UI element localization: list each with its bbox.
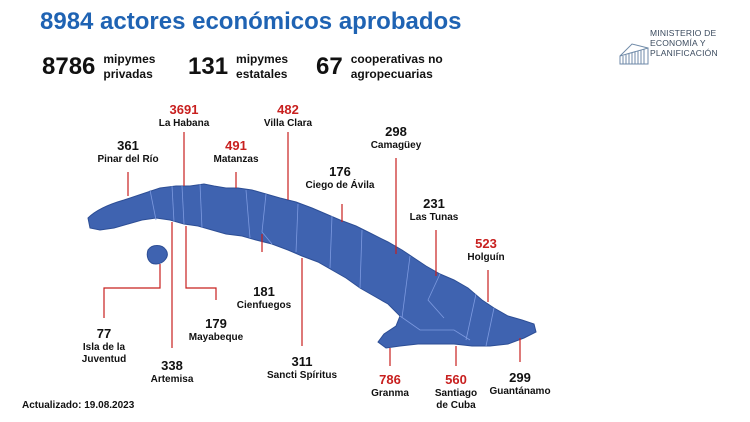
province-name: Matanzas (213, 154, 259, 165)
page-title: 8984 actores económicos aprobados (40, 8, 462, 35)
province-name: Las Tunas (409, 212, 459, 223)
province-name: Villa Clara (263, 118, 313, 129)
province-name: Guantánamo (489, 386, 551, 397)
cuba-island (87, 183, 537, 349)
province-value: 231 (423, 196, 445, 211)
province-name-line2: de Cuba (436, 400, 476, 411)
province-name: Cienfuegos (236, 300, 292, 311)
province-name: Sancti Spíritus (266, 370, 338, 381)
province-granma: 786 Granma (371, 372, 409, 400)
province-value: 77 (96, 326, 112, 341)
province-matanzas: 491 Matanzas (213, 138, 258, 166)
province-value: 491 (225, 138, 247, 153)
province-value: 786 (379, 372, 401, 387)
province-las-tunas: 231 Las Tunas (410, 196, 459, 224)
province-name: Santiago (434, 388, 478, 399)
leader-mayabeque (185, 226, 217, 300)
summary-state: 131 mipymes estatales (188, 52, 288, 82)
province-cienfuegos: 181 Cienfuegos (237, 284, 291, 312)
summary-label: mipymes privadas (103, 52, 156, 81)
province-name: Ciego de Ávila (305, 180, 375, 191)
province-value: 482 (277, 102, 299, 117)
province-camaguey: 298 Camagüey (371, 124, 422, 152)
summary-value: 67 (316, 53, 343, 80)
province-name: Granma (371, 388, 409, 399)
province-pinar-del-rio: 361 Pinar del Río (97, 138, 158, 166)
province-value: 311 (291, 354, 313, 369)
province-value: 299 (509, 370, 531, 385)
province-artemisa: 338 Artemisa (151, 358, 194, 386)
ministry-logo-icon (619, 43, 649, 65)
province-guantanamo: 299 Guantánamo (489, 370, 550, 398)
province-value: 176 (329, 164, 351, 179)
province-value: 560 (445, 372, 467, 387)
province-name-line2: Juventud (81, 354, 127, 365)
province-name: Artemisa (150, 374, 194, 385)
province-value: 523 (475, 236, 497, 251)
province-name: Camagüey (370, 140, 422, 151)
ministry-name: MINISTERIO DE ECONOMÍA Y PLANIFICACIÓN (650, 28, 718, 58)
province-mayabeque: 179 Mayabeque (189, 316, 243, 344)
province-value: 179 (205, 316, 227, 331)
province-ciego-de-avila: 176 Ciego de Ávila (306, 164, 375, 192)
summary-label: mipymes estatales (236, 52, 289, 81)
summary-private: 8786 mipymes privadas (42, 52, 155, 82)
summary-label: cooperativas no agropecuarias (350, 52, 443, 81)
province-santiago-de-cuba: 560 Santiago de Cuba (435, 372, 477, 412)
province-name: Mayabeque (188, 332, 244, 343)
province-sancti-spiritus: 311 Sancti Spíritus (267, 354, 337, 382)
province-value: 361 (117, 138, 139, 153)
updated-date: Actualizado: 19.08.2023 (22, 400, 135, 411)
province-name: Isla de la (82, 342, 126, 353)
province-isla-de-la-juventud: 77 Isla de la Juventud (82, 326, 126, 366)
summary-cooperatives: 67 cooperativas no agropecuarias (316, 52, 443, 82)
province-value: 338 (161, 358, 183, 373)
province-holguin: 523 Holguín (467, 236, 504, 264)
province-name: Pinar del Río (97, 154, 159, 165)
province-la-habana: 3691 La Habana (159, 102, 210, 130)
province-value: 181 (253, 284, 275, 299)
summary-value: 131 (188, 53, 229, 80)
province-name: La Habana (158, 118, 210, 129)
isla-de-la-juventud-shape (146, 245, 168, 265)
province-villa-clara: 482 Villa Clara (264, 102, 312, 130)
province-value: 3691 (169, 102, 199, 117)
province-value: 298 (385, 124, 407, 139)
summary-value: 8786 (42, 53, 96, 80)
province-name: Holguín (467, 252, 505, 263)
leader-isla (103, 264, 161, 318)
